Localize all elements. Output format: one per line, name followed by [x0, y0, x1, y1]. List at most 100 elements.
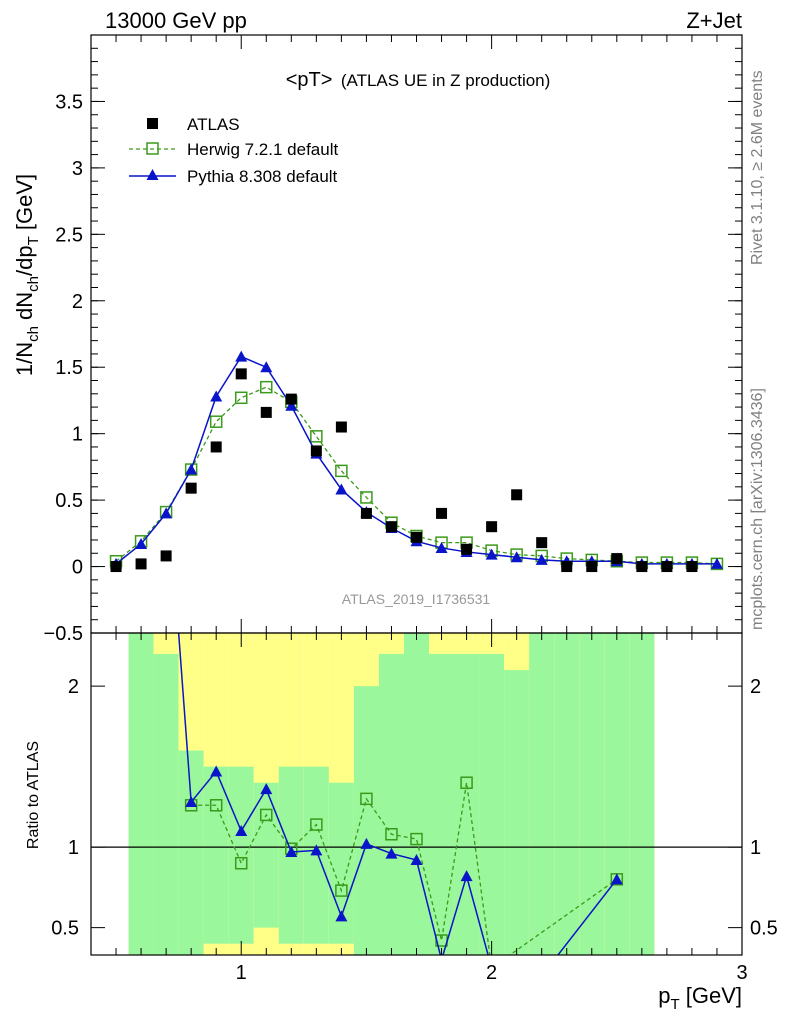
ratio-y-tick-label-right: 2: [750, 676, 761, 698]
atlas-point: [461, 543, 473, 555]
pythia-point: [210, 390, 223, 402]
legend-pythia-marker: [146, 169, 159, 180]
herwig-ratio-point: [260, 808, 273, 822]
ratio-band-green: [353, 686, 379, 955]
ratio-band-green: [253, 782, 279, 928]
main-y-tick-label: 1: [72, 424, 83, 446]
x-tick-label: 3: [736, 962, 747, 984]
pythia-point: [510, 551, 523, 563]
legend-herwig-label: Herwig 7.2.1 default: [187, 140, 338, 159]
atlas-point: [385, 521, 397, 533]
herwig-point: [234, 391, 248, 405]
ratio-band-green: [378, 653, 404, 955]
herwig-point: [260, 380, 273, 394]
main-y-tick-label: 3: [72, 158, 83, 180]
ratio-band-green: [403, 633, 430, 955]
atlas-point: [310, 445, 322, 457]
ratio-y-tick-label: 1: [68, 837, 79, 859]
side-text-top: Rivet 3.1.10, ≥ 2.6M events: [749, 70, 766, 265]
header-left: 13000 GeV pp: [105, 8, 247, 33]
ratio-y-tick-label: 0.5: [51, 918, 79, 940]
main-y-axis-label: 1/Nch dNch/dpT [GeV]: [12, 174, 42, 376]
pythia-ratio-point: [385, 847, 398, 859]
header-right: Z+Jet: [686, 8, 742, 33]
x-axis-label: pT [GeV]: [658, 983, 742, 1013]
legend-atlas-label: ATLAS: [187, 115, 240, 134]
atlas-point: [335, 421, 347, 433]
pythia-point: [535, 553, 548, 565]
pythia-point: [235, 350, 248, 362]
ratio-uncertainty-bands: [128, 633, 655, 955]
ratio-band-green: [228, 766, 254, 944]
herwig-ratio-point: [310, 818, 323, 831]
ratio-band-green: [429, 653, 455, 955]
main-y-tick-label: 2.5: [55, 224, 83, 246]
atlas-point: [285, 393, 297, 405]
pythia-point: [335, 483, 348, 495]
ratio-band-green: [479, 653, 505, 955]
herwig-point: [360, 491, 373, 504]
pythia-ratio-point: [335, 910, 348, 922]
side-text-bottom: mcplots.cern.ch [arXiv:1306.3436]: [749, 388, 766, 630]
pythia-point: [160, 507, 173, 519]
ratio-band-green: [629, 633, 655, 955]
herwig-point: [335, 464, 348, 478]
main-y-tick-label: 0.5: [55, 490, 83, 512]
ratio-y-tick-label-right: 1: [750, 837, 761, 859]
ratio-plot: 0.5 0.5 1 1 2 2 1 2 3: [51, 633, 778, 984]
main-plot: −0.5 0 0.5 1 1.5 2 2.5 3 3.5: [44, 35, 743, 645]
herwig-ratio-point: [410, 832, 423, 846]
chart-title-sub: (ATLAS UE in Z production): [341, 71, 550, 90]
pythia-ratio-point: [235, 825, 248, 837]
pythia-ratio-point: [260, 783, 273, 795]
atlas-point: [411, 531, 422, 543]
pythia-point: [285, 399, 298, 411]
herwig-ratio-point: [234, 856, 248, 870]
pythia-ratio-point: [460, 870, 473, 882]
atlas-point: [636, 561, 648, 573]
herwig-ratio-point: [209, 799, 223, 812]
pythia-ratio-point: [185, 796, 198, 808]
atlas-point: [586, 561, 598, 573]
ratio-band-green: [178, 750, 204, 955]
atlas-point: [661, 561, 673, 573]
atlas-point: [686, 561, 698, 573]
pythia-ratio-point: [360, 837, 373, 849]
legend: ATLAS Herwig 7.2.1 default Pythia 8.308 …: [129, 115, 338, 186]
ratio-y-tick-label: 2: [68, 676, 79, 698]
herwig-ratio-point: [360, 792, 373, 806]
ratio-band-green: [128, 633, 154, 955]
atlas-point: [436, 507, 448, 519]
ratio-band-green: [554, 633, 580, 955]
main-y-tick-label: 3.5: [55, 91, 83, 113]
pythia-ratio-point: [410, 854, 423, 866]
pythia-point: [435, 541, 448, 553]
pythia-point: [135, 537, 148, 549]
main-y-tick-label: 1.5: [55, 357, 83, 379]
atlas-point: [561, 561, 573, 573]
pythia-point: [185, 463, 198, 475]
x-tick-label: 1: [236, 962, 247, 984]
herwig-ratio-point: [335, 884, 348, 897]
atlas-point: [210, 441, 222, 453]
ratio-series-group: [177, 633, 624, 955]
pythia-ratio-point: [210, 765, 223, 777]
atlas-point: [135, 558, 147, 570]
ratio-band-green: [529, 633, 555, 955]
main-y-tick-label: 2: [72, 291, 83, 313]
atlas-point: [185, 482, 197, 494]
x-tick-label: 2: [486, 962, 497, 984]
herwig-point: [310, 430, 323, 443]
ratio-band-green: [203, 766, 229, 944]
ratio-y-tick-label-right: 0.5: [750, 918, 778, 940]
ratio-plot-frame: [90, 632, 743, 956]
atlas-point: [611, 553, 623, 565]
atlas-point: [110, 561, 122, 573]
atlas-point: [511, 489, 523, 501]
analysis-watermark: ATLAS_2019_I1736531: [342, 591, 491, 607]
main-y-tick-label: −0.5: [44, 623, 83, 645]
chart-title: <pT> (ATLAS UE in Z production): [286, 69, 551, 91]
ratio-y-axis-label: Ratio to ATLAS: [25, 741, 42, 849]
ratio-band-green: [579, 633, 605, 955]
